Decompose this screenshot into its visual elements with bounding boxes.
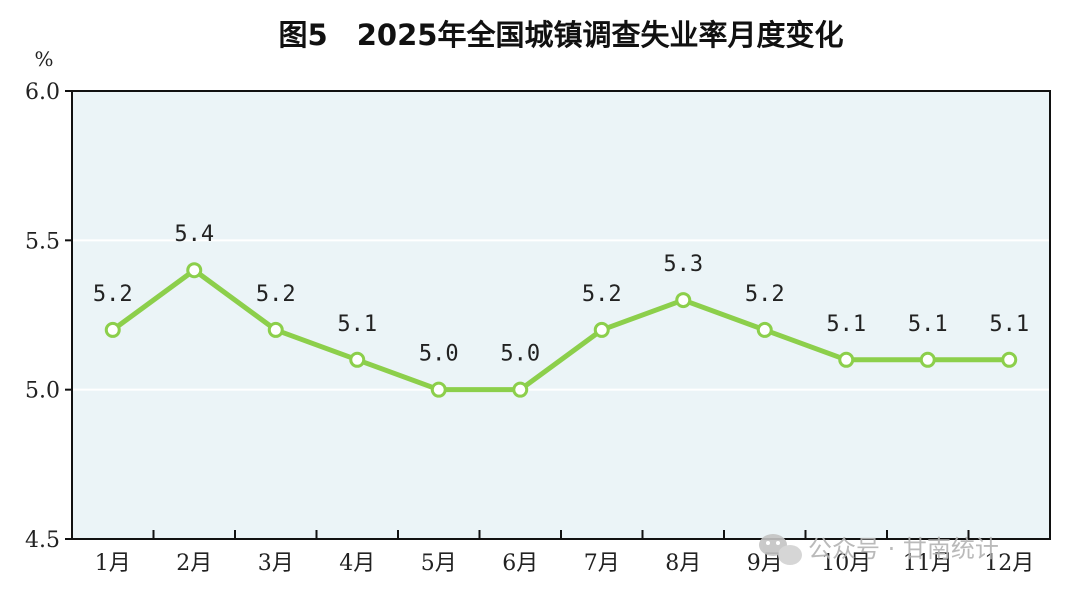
x-tick-label: 5月 (421, 551, 457, 576)
data-label: 5.1 (337, 312, 377, 337)
gridlines (72, 239, 1050, 391)
x-tick-label: 11月 (903, 551, 953, 576)
data-points (104, 262, 1018, 398)
x-tick-label: 1月 (95, 551, 131, 576)
data-labels: 5.2 5.4 5.2 5.1 5.0 5.0 5.2 5.3 5.2 5.1 5.1 5.1 (93, 222, 1029, 366)
y-axis: 4.5 5.0 5.5 6.0 (25, 80, 72, 553)
data-label: 5.0 (419, 342, 459, 367)
x-tick-label: 8月 (665, 551, 701, 576)
data-point (267, 321, 284, 338)
data-point (838, 351, 855, 368)
data-label: 5.2 (582, 282, 622, 307)
watermark-text: 公众号 · 甘南统计 (808, 535, 999, 563)
plot-area (72, 91, 1050, 539)
y-tick-label: 5.5 (25, 229, 60, 254)
data-point (593, 321, 610, 338)
data-point (1001, 351, 1018, 368)
data-label: 5.1 (908, 312, 948, 337)
data-label: 5.2 (745, 282, 785, 307)
x-tick-label: 10月 (821, 551, 871, 576)
x-tick-label: 12月 (984, 551, 1034, 576)
series-line (110, 267, 1012, 393)
data-label: 5.3 (663, 252, 703, 277)
data-label: 5.0 (500, 342, 540, 367)
data-point (512, 381, 529, 398)
y-tick-label: 4.5 (25, 528, 60, 553)
data-label: 5.1 (989, 312, 1029, 337)
data-point (756, 321, 773, 338)
x-tick-label: 2月 (176, 551, 212, 576)
data-point (675, 292, 692, 309)
wechat-icon (759, 534, 802, 565)
x-tick-label: 7月 (584, 551, 620, 576)
data-label: 5.1 (826, 312, 866, 337)
data-point (430, 381, 447, 398)
x-axis: 1月 2月 3月 4月 5月 6月 7月 8月 9月 10月 11月 12月 (95, 530, 1034, 576)
data-point (349, 351, 366, 368)
data-label: 5.2 (256, 282, 296, 307)
y-axis-unit: % (34, 47, 53, 71)
data-point (104, 321, 121, 338)
watermark: 公众号 · 甘南统计 (759, 534, 999, 565)
data-label: 5.4 (174, 222, 214, 247)
data-label: 5.2 (93, 282, 133, 307)
chart-title: 图5 2025年全国城镇调查失业率月度变化 (279, 18, 844, 52)
y-tick-label: 5.0 (25, 379, 60, 404)
data-point (186, 262, 203, 279)
y-tick-label: 6.0 (25, 80, 60, 105)
x-tick-label: 6月 (502, 551, 538, 576)
data-point (919, 351, 936, 368)
x-tick-label: 4月 (339, 551, 375, 576)
x-tick-label: 3月 (258, 551, 294, 576)
